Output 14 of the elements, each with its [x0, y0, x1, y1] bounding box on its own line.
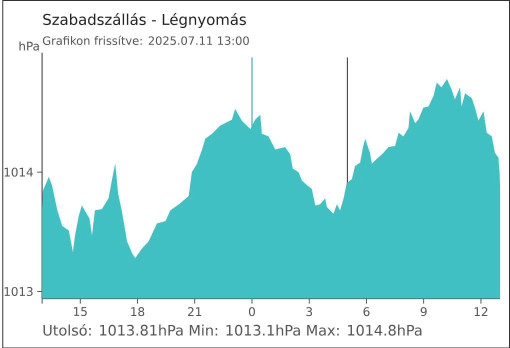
x-tick-label: 12 — [474, 306, 488, 316]
y-axis-title: hPa — [19, 41, 39, 50]
text: Utolsó: 1013.81hPa Min: 1013.1hPa Max: 1014.8hPa — [44, 324, 422, 336]
chart-title: Szabadszállás - Légnyomás — [43, 12, 246, 28]
x-tick-label: 9 — [420, 306, 427, 316]
chart-subtitle: Grafikon frissítve: 2025.07.11 13:00 — [42, 35, 249, 45]
x-tick-label: 18 — [131, 306, 144, 316]
x-tick-label: 6 — [364, 306, 370, 316]
y-tick-label: 1014 — [4, 167, 33, 176]
x-tick-label: 21 — [188, 306, 202, 316]
x-tick-label: 15 — [74, 306, 87, 316]
y-tick-label: 1013 — [4, 286, 33, 296]
x-tick-label: 3 — [306, 306, 312, 316]
x-tick-label: 0 — [248, 306, 255, 316]
